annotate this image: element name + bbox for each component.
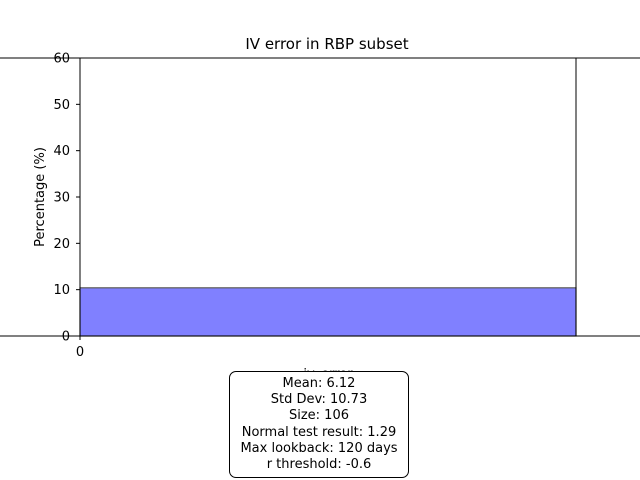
stat-size: Size: 106: [288, 408, 349, 424]
y-tick-label: 10: [53, 283, 70, 298]
stat-max-lookback: Max lookback: 120 days: [240, 440, 398, 456]
x-tick-label: 0: [76, 345, 84, 360]
y-tick-label: 0: [62, 330, 70, 345]
stat-r-threshold: r threshold: -0.6: [266, 457, 372, 473]
y-tick-label: 20: [53, 237, 70, 252]
y-tick-label: 30: [53, 191, 70, 206]
y-axis-label: Percentage (%): [33, 147, 48, 247]
stat-std-dev: Std Dev: 10.73: [270, 392, 368, 408]
stat-normal-test: Normal test result: 1.29: [241, 424, 397, 440]
histogram-bar: [79, 287, 577, 337]
y-tick-label: 40: [53, 144, 70, 159]
chart-title: IV error in RBP subset: [245, 35, 408, 53]
stat-mean: Mean: 6.12: [282, 376, 356, 391]
y-tick-label: 60: [53, 52, 70, 67]
plot-area: 0 10 20 30 40 50 60 0: [0, 52, 640, 360]
y-tick-label: 50: [53, 98, 70, 113]
stats-annotation-box: Mean: 6.12 Std Dev: 10.73 Size: 106 Norm…: [229, 371, 409, 478]
